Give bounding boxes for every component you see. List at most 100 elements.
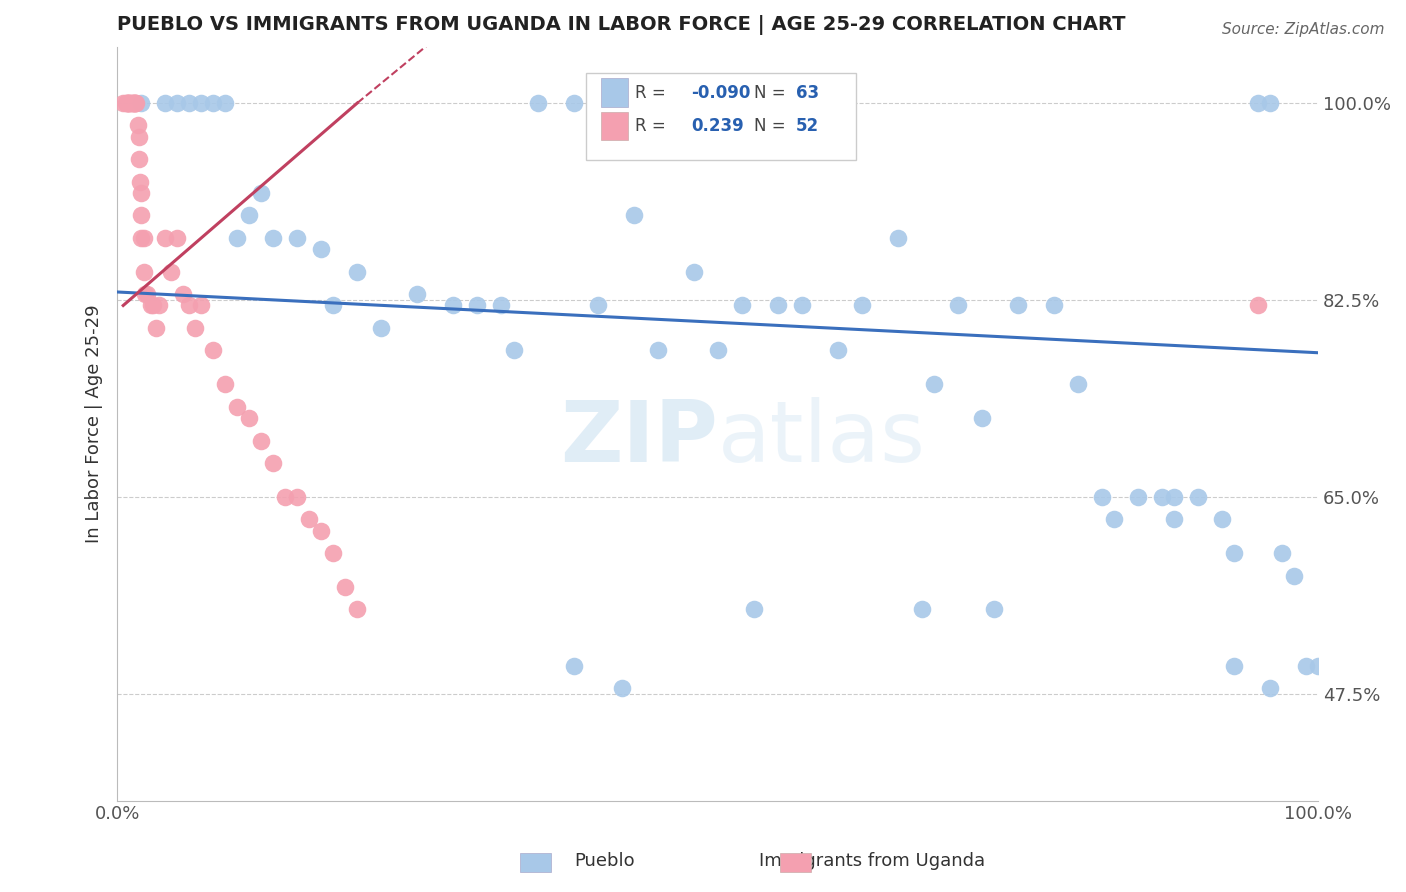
- Point: [851, 298, 873, 312]
- Point: [335, 580, 357, 594]
- Point: [586, 298, 609, 312]
- Text: Immigrants from Uganda: Immigrants from Uganda: [759, 852, 984, 870]
- Point: [790, 298, 813, 312]
- Text: R =: R =: [634, 117, 665, 135]
- Text: 52: 52: [796, 117, 818, 135]
- Point: [124, 95, 146, 110]
- Point: [139, 298, 162, 312]
- Point: [118, 95, 141, 110]
- Point: [155, 95, 177, 110]
- Point: [887, 231, 910, 245]
- Text: Pueblo: Pueblo: [574, 852, 636, 870]
- Point: [202, 343, 225, 358]
- Point: [127, 119, 149, 133]
- Point: [922, 377, 945, 392]
- Point: [1067, 377, 1090, 392]
- Point: [285, 490, 308, 504]
- Point: [262, 456, 284, 470]
- Point: [1282, 568, 1305, 582]
- Point: [179, 298, 201, 312]
- Point: [179, 95, 201, 110]
- Point: [502, 343, 524, 358]
- Point: [623, 209, 645, 223]
- Point: [118, 95, 141, 110]
- Point: [1187, 490, 1209, 504]
- Point: [1295, 658, 1317, 673]
- Point: [1308, 658, 1330, 673]
- Point: [682, 265, 704, 279]
- Point: [970, 411, 993, 425]
- Point: [121, 95, 143, 110]
- Text: Source: ZipAtlas.com: Source: ZipAtlas.com: [1222, 22, 1385, 37]
- FancyBboxPatch shape: [602, 78, 627, 107]
- Point: [1271, 546, 1294, 560]
- Point: [115, 95, 138, 110]
- Point: [129, 209, 152, 223]
- Point: [117, 95, 139, 110]
- Point: [1043, 298, 1066, 312]
- Point: [132, 231, 155, 245]
- Text: 63: 63: [796, 84, 818, 102]
- Text: 0.239: 0.239: [692, 117, 744, 135]
- Point: [129, 175, 152, 189]
- Point: [322, 546, 344, 560]
- Point: [311, 524, 333, 538]
- Point: [121, 95, 143, 110]
- Point: [136, 287, 159, 301]
- Point: [124, 95, 146, 110]
- Point: [134, 287, 156, 301]
- Point: [1091, 490, 1114, 504]
- Point: [1150, 490, 1173, 504]
- Y-axis label: In Labor Force | Age 25-29: In Labor Force | Age 25-29: [86, 304, 103, 543]
- Point: [346, 602, 368, 616]
- Point: [148, 298, 170, 312]
- Point: [166, 95, 188, 110]
- Point: [1163, 512, 1185, 526]
- Point: [155, 231, 177, 245]
- Point: [160, 265, 183, 279]
- Point: [128, 152, 150, 166]
- Point: [298, 512, 321, 526]
- Point: [491, 298, 513, 312]
- Point: [766, 298, 789, 312]
- Point: [238, 209, 260, 223]
- Point: [1258, 95, 1281, 110]
- Text: ZIP: ZIP: [560, 397, 717, 480]
- Point: [322, 298, 344, 312]
- Point: [184, 321, 207, 335]
- Point: [128, 129, 150, 144]
- FancyBboxPatch shape: [585, 73, 856, 160]
- Point: [742, 602, 765, 616]
- Text: N =: N =: [754, 117, 786, 135]
- Point: [172, 287, 194, 301]
- Point: [731, 298, 754, 312]
- Point: [202, 95, 225, 110]
- Point: [946, 298, 969, 312]
- Text: atlas: atlas: [717, 397, 925, 480]
- Point: [190, 298, 212, 312]
- Point: [112, 95, 135, 110]
- Point: [262, 231, 284, 245]
- Point: [1223, 658, 1246, 673]
- Text: PUEBLO VS IMMIGRANTS FROM UGANDA IN LABOR FORCE | AGE 25-29 CORRELATION CHART: PUEBLO VS IMMIGRANTS FROM UGANDA IN LABO…: [117, 15, 1126, 35]
- Point: [214, 95, 236, 110]
- Point: [114, 95, 136, 110]
- Point: [250, 186, 273, 200]
- Point: [214, 377, 236, 392]
- Point: [190, 95, 212, 110]
- Point: [526, 95, 548, 110]
- Point: [1247, 298, 1270, 312]
- Point: [983, 602, 1005, 616]
- FancyBboxPatch shape: [602, 112, 627, 140]
- Point: [129, 95, 152, 110]
- Point: [467, 298, 489, 312]
- Point: [1163, 490, 1185, 504]
- Point: [124, 95, 146, 110]
- Point: [115, 95, 138, 110]
- Point: [311, 242, 333, 256]
- Point: [250, 434, 273, 448]
- Point: [647, 343, 669, 358]
- Point: [285, 231, 308, 245]
- Point: [706, 343, 728, 358]
- Point: [121, 95, 143, 110]
